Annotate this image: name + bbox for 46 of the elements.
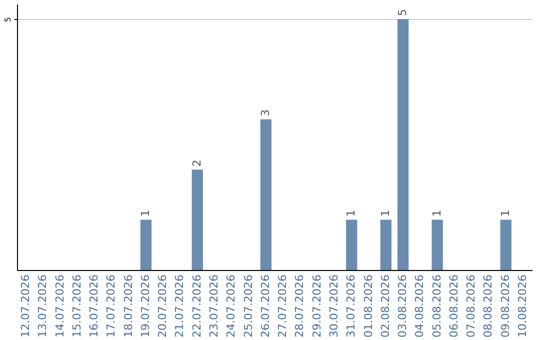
- x-tick-label: 31.07.2026: [344, 274, 358, 338]
- bar: [500, 220, 512, 270]
- x-tick-label: 25.07.2026: [242, 274, 255, 338]
- data-label: 1: [498, 210, 512, 217]
- data-label: 1: [138, 210, 152, 217]
- bar: [346, 220, 358, 270]
- x-tick-label: 08.08.2026: [482, 274, 495, 338]
- x-tick-label: 23.07.2026: [208, 274, 221, 338]
- x-tick-label: 12.07.2026: [19, 274, 32, 338]
- x-tick-label: 01.08.2026: [362, 274, 375, 338]
- x-tick-label: 10.08.2026: [516, 274, 530, 338]
- bar: [432, 220, 443, 270]
- x-tick-label: 22.07.2026: [190, 274, 204, 338]
- x-tick-label: 05.08.2026: [430, 274, 444, 338]
- x-tick-label: 21.07.2026: [173, 274, 186, 338]
- data-label: 1: [378, 210, 392, 217]
- bar: [380, 220, 392, 270]
- x-tick-label: 20.07.2026: [156, 274, 170, 338]
- bar: [140, 220, 152, 270]
- x-tick-label: 07.08.2026: [464, 274, 478, 338]
- data-label: 1: [344, 210, 358, 217]
- bar: [397, 19, 409, 270]
- x-tick-label: 14.07.2026: [53, 274, 66, 338]
- x-tick-label: 24.07.2026: [224, 274, 238, 338]
- x-tick-label: 28.07.2026: [293, 274, 306, 338]
- x-tick-label: 19.07.2026: [138, 274, 152, 338]
- x-tick-label: 30.07.2026: [327, 274, 340, 338]
- x-tick-label: 03.08.2026: [396, 274, 410, 338]
- x-tick-label: 13.07.2026: [36, 274, 50, 338]
- x-tick-label: 02.08.2026: [378, 274, 392, 338]
- x-tick-label: 04.08.2026: [413, 274, 426, 338]
- x-tick-label: 06.08.2026: [447, 274, 460, 338]
- x-tick-label: 09.08.2026: [498, 274, 512, 338]
- data-label: 3: [258, 109, 272, 116]
- data-label: 1: [430, 210, 444, 217]
- x-tick-label: 27.07.2026: [276, 274, 290, 338]
- x-tick-label: 17.07.2026: [104, 274, 118, 338]
- x-tick-label: 26.07.2026: [258, 274, 272, 338]
- x-tick-label: 16.07.2026: [88, 274, 101, 338]
- bar: [192, 170, 203, 270]
- x-tick-label: 18.07.2026: [122, 274, 135, 338]
- bar: [260, 119, 272, 270]
- x-tick-label: 15.07.2026: [70, 274, 84, 338]
- data-label: 5: [396, 9, 410, 16]
- x-tick-label: 29.07.2026: [310, 274, 324, 338]
- data-label: 2: [190, 160, 204, 167]
